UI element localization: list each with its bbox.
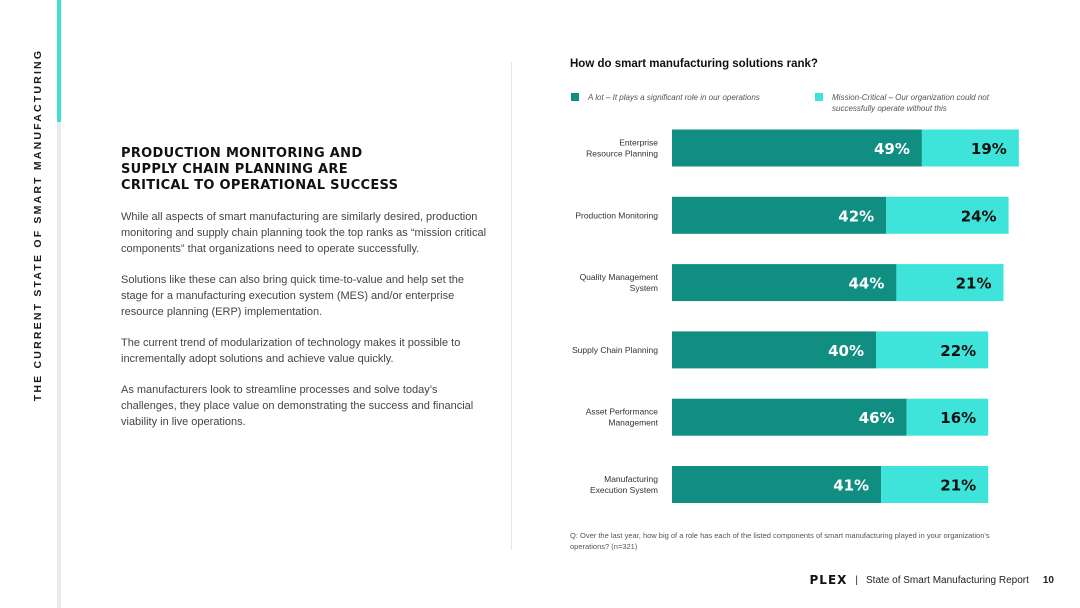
category-label: Resource Planning <box>586 149 658 159</box>
body-paragraph: As manufacturers look to streamline proc… <box>121 384 474 428</box>
bar-value-label: 21% <box>940 477 976 495</box>
legend-label: Mission-Critical – Our organization coul… <box>832 93 989 113</box>
bar-segment-mission-critical <box>876 331 989 369</box>
category-label: Manufacturing <box>604 474 658 484</box>
bar-segment-mission-critical <box>896 264 1004 302</box>
legend-swatch-light <box>815 93 823 101</box>
bar-segment-a-lot <box>672 398 907 436</box>
body-paragraph: While all aspects of smart manufacturing… <box>121 211 487 255</box>
bar-segment-mission-critical <box>906 398 989 436</box>
bar-value-label: 16% <box>940 409 976 427</box>
footer-separator: | <box>855 574 859 586</box>
bar-value-label: 24% <box>961 207 997 225</box>
legend-item-a-lot: A lot – It plays a significant role in o… <box>571 92 771 103</box>
category-label: Enterprise <box>619 138 658 148</box>
body-paragraph: The current trend of modularization of t… <box>121 337 461 365</box>
category-label: Supply Chain Planning <box>572 345 658 355</box>
bar-value-label: 41% <box>833 477 869 495</box>
headline-line: PRODUCTION MONITORING AND <box>121 146 363 161</box>
bar-value-label: 19% <box>971 140 1007 158</box>
category-label: Quality Management <box>580 272 659 282</box>
bar-segment-mission-critical <box>881 466 989 503</box>
bar-value-label: 21% <box>956 275 992 293</box>
bar-value-label: 44% <box>848 275 884 293</box>
bar-value-label: 22% <box>940 342 976 360</box>
bar-value-label: 40% <box>828 342 864 360</box>
bar-segment-a-lot <box>672 129 922 167</box>
footer: PLEX | State of Smart Manufacturing Repo… <box>810 573 1054 587</box>
category-label: Asset Performance <box>586 407 659 417</box>
legend-swatch-dark <box>571 93 579 101</box>
headline: PRODUCTION MONITORING AND SUPPLY CHAIN P… <box>121 146 481 194</box>
side-accent-bar <box>57 0 61 122</box>
plex-logo: PLEX <box>809 573 848 587</box>
headline-line: SUPPLY CHAIN PLANNING ARE <box>121 162 348 177</box>
chart-title: How do smart manufacturing solutions ran… <box>570 58 818 70</box>
bar-segment-a-lot <box>672 466 882 503</box>
bar-segment-a-lot <box>672 331 876 369</box>
category-label: Management <box>608 418 658 428</box>
side-rail <box>57 0 61 608</box>
page-number: 10 <box>1042 574 1054 586</box>
bar-value-label: 46% <box>859 409 895 427</box>
bar-segment-a-lot <box>672 264 897 302</box>
body-paragraph: Solutions like these can also bring quic… <box>121 274 465 318</box>
column-divider <box>511 62 512 550</box>
chart-footnote: Q: Over the last year, how big of a role… <box>570 531 990 551</box>
report-name: State of Smart Manufacturing Report <box>866 574 1029 586</box>
bar-segment-mission-critical <box>921 129 1019 167</box>
headline-line: CRITICAL TO OPERATIONAL SUCCESS <box>121 178 399 193</box>
bar-segment-mission-critical <box>886 196 1009 234</box>
legend-label: A lot – It plays a significant role in o… <box>588 93 760 102</box>
bar-segment-a-lot <box>672 196 887 234</box>
category-label: Execution System <box>590 485 658 495</box>
legend-item-mission-critical: Mission-Critical – Our organization coul… <box>815 92 1025 114</box>
category-label: Production Monitoring <box>575 210 658 220</box>
category-label: System <box>630 283 658 293</box>
body-text: While all aspects of smart manufacturing… <box>121 209 491 445</box>
bar-value-label: 42% <box>838 207 874 225</box>
bar-value-label: 49% <box>874 140 910 158</box>
